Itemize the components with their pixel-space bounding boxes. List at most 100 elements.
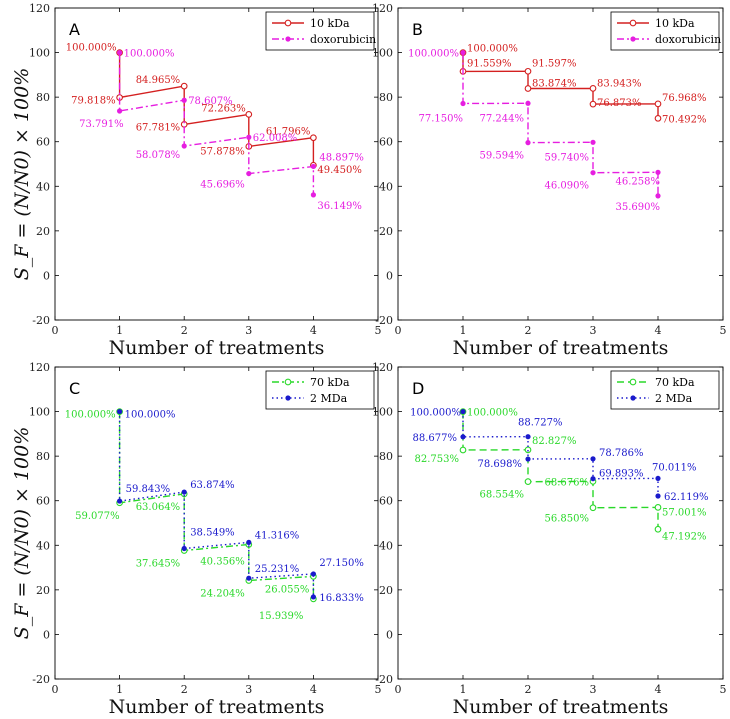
y-tick-label: 120 [29,361,50,374]
data-point [655,193,661,199]
data-point [525,100,531,106]
data-point [181,545,187,552]
panel-label: D [412,379,424,398]
data-label: 37.645% [136,559,181,570]
data-label: 48.897% [319,152,364,163]
data-label: 59.740% [545,152,590,163]
data-label: 63.064% [136,502,181,513]
data-point [246,539,252,545]
legend-marker [285,395,291,401]
x-tick-label: 3 [590,683,597,696]
x-tick-label: 1 [116,324,123,337]
legend-label: doxorubicin [310,33,376,46]
data-label: 100.000% [124,49,175,60]
data-label: 70.492% [662,114,707,125]
legend-marker [629,378,637,386]
data-label: 41.316% [255,530,299,541]
data-label: 36.149% [317,201,362,212]
y-tick-label: 0 [43,269,50,282]
data-label: 46.258% [616,176,661,187]
plot-frame [54,7,379,321]
series-doxorubicin: 100.000% 73.791% 78.607% 58.078% 62.008% 45.6… [79,49,364,212]
data-point [589,504,597,512]
data-label: 57.001% [662,507,707,518]
data-label: 35.690% [616,202,661,213]
legend-label: 2 MDa [310,392,348,405]
data-label: 15.939% [259,611,304,622]
y-tick-label: -20 [375,673,393,686]
legend: 10 kDa doxorubicin [265,11,376,51]
data-label: 78.698% [478,459,523,470]
x-tick-label: 0 [395,324,402,337]
y-tick-label: 40 [36,539,50,552]
y-tick-label: 0 [43,628,50,641]
x-tick-label: 2 [181,683,188,696]
data-point [524,446,532,454]
data-label: 69.893% [599,469,644,480]
data-point [310,571,316,577]
x-tick-label: 0 [52,683,59,696]
data-point [525,434,531,440]
data-point [117,408,123,415]
y-tick-label: 60 [36,136,50,149]
legend-label: 70 kDa [655,376,695,389]
x-axis-label: Number of treatments [453,337,669,359]
data-point [310,594,316,600]
data-point [181,143,187,149]
y-tick-label: 120 [29,2,50,15]
data-label: 83.874% [532,79,577,90]
data-point [524,67,532,75]
data-point [654,525,662,533]
series-line [118,411,315,597]
legend-marker [284,19,292,27]
series-line [462,411,659,496]
panel-label: C [69,379,80,398]
x-axis-label: Number of treatments [453,696,669,718]
panel-label: A [69,20,80,39]
series-line [118,411,315,599]
data-point [460,100,466,107]
x-tick-label: 3 [590,324,597,337]
data-label: 58.078% [136,150,181,161]
data-point [654,100,662,108]
y-tick-label: 80 [36,450,50,463]
data-label: 88.677% [413,433,458,444]
data-point [117,49,123,56]
data-label: 59.594% [480,151,525,162]
y-tick-label: 80 [36,91,50,104]
legend-box [610,370,720,410]
data-point [654,114,662,122]
data-label: 72.263% [201,103,246,114]
series-70-kda: 100.000% 82.753% 82.827% 68.554% 68.676% 56.8… [415,408,707,543]
x-tick-label: 2 [525,324,532,337]
data-label: 63.874% [190,480,235,491]
legend: 70 kDa 2 MDa [265,370,375,410]
data-point [117,498,123,504]
data-label: 88.727% [518,418,563,429]
data-point [655,169,661,175]
data-point [524,85,532,92]
y-tick-label: 40 [379,180,393,193]
x-tick-label: 2 [525,683,532,696]
series-line [462,52,659,119]
data-point [655,493,661,499]
data-label: 79.818% [71,96,116,107]
data-point [460,49,466,56]
legend-marker [630,36,636,42]
data-point [460,408,466,415]
data-label: 47.192% [662,531,707,542]
plot-frame [397,366,724,680]
data-label: 70.011% [652,462,697,473]
data-label: 77.150% [419,113,464,124]
legend-marker [284,378,292,386]
legend-box [610,11,720,51]
data-label: 62.008% [253,133,297,144]
legend-label: doxorubicin [655,33,721,46]
plot-frame [397,7,724,321]
y-tick-label: 20 [36,584,50,597]
y-tick-label: 100 [29,406,50,419]
data-point [589,100,597,108]
data-point [590,476,596,482]
